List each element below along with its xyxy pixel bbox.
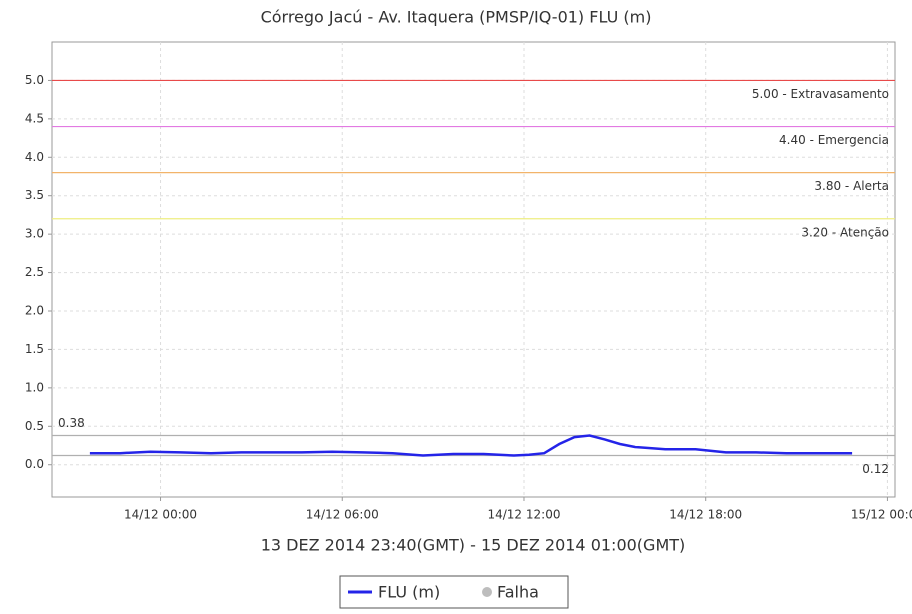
threshold-label: 5.00 - Extravasamento bbox=[752, 87, 889, 101]
y-tick-label: 0.5 bbox=[25, 419, 44, 433]
plot-area bbox=[51, 41, 896, 498]
legend-label: FLU (m) bbox=[378, 583, 440, 602]
x-tick-label: 14/12 12:00 bbox=[487, 508, 560, 522]
y-tick-label: 5.0 bbox=[25, 73, 44, 87]
threshold-label: 4.40 - Emergencia bbox=[779, 133, 889, 147]
y-tick-label: 2.0 bbox=[25, 304, 44, 318]
x-tick-label: 14/12 18:00 bbox=[669, 508, 742, 522]
threshold-label: 0.12 bbox=[862, 462, 889, 476]
chart-title: Córrego Jacú - Av. Itaquera (PMSP/IQ-01)… bbox=[261, 8, 652, 27]
legend-label: Falha bbox=[497, 583, 539, 602]
x-tick-label: 14/12 06:00 bbox=[306, 508, 379, 522]
data-line bbox=[89, 434, 853, 457]
y-tick-label: 0.0 bbox=[25, 457, 44, 471]
threshold-label: 0.38 bbox=[58, 416, 85, 430]
legend-box bbox=[339, 575, 569, 609]
y-tick-label: 4.5 bbox=[25, 111, 44, 125]
y-tick-label: 2.5 bbox=[25, 265, 44, 279]
y-tick-label: 4.0 bbox=[25, 150, 44, 164]
threshold-label: 3.80 - Alerta bbox=[814, 179, 889, 193]
y-tick-label: 3.0 bbox=[25, 227, 44, 241]
y-tick-label: 3.5 bbox=[25, 188, 44, 202]
x-tick-label: 14/12 00:00 bbox=[124, 508, 197, 522]
threshold-label: 3.20 - Atenção bbox=[801, 225, 889, 239]
y-tick-label: 1.0 bbox=[25, 380, 44, 394]
x-tick-label: 15/12 00:00 bbox=[851, 508, 912, 522]
legend-swatch bbox=[482, 587, 492, 597]
y-tick-label: 1.5 bbox=[25, 342, 44, 356]
x-axis-subtitle: 13 DEZ 2014 23:40(GMT) - 15 DEZ 2014 01:… bbox=[261, 536, 686, 555]
